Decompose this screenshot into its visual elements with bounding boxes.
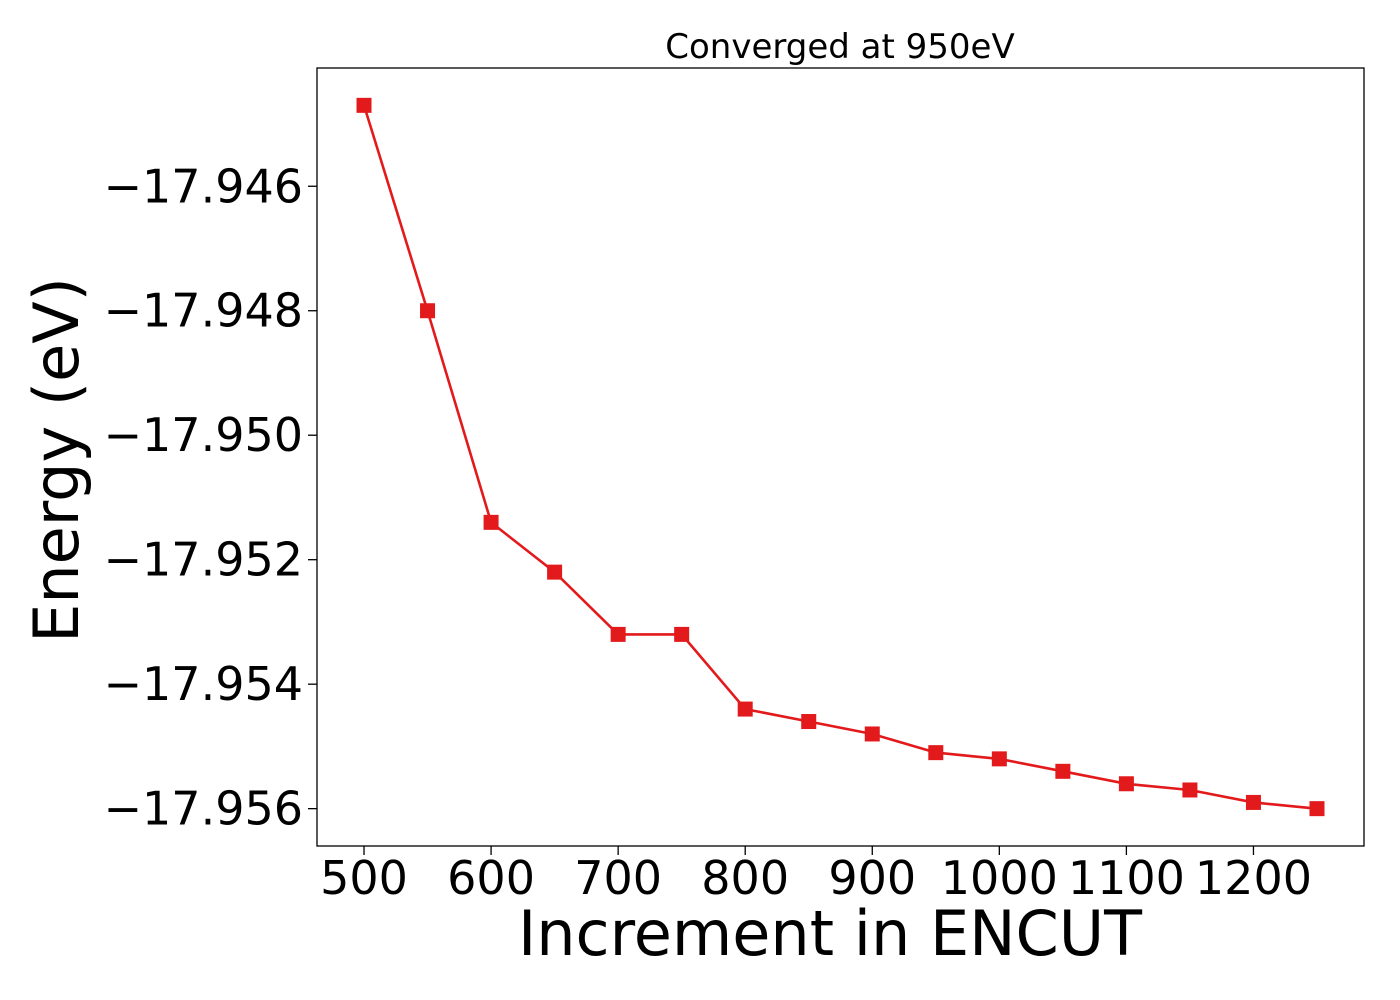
data-point-marker <box>801 714 817 730</box>
data-point-marker <box>356 97 372 113</box>
y-tick-label: −17.950 <box>104 408 304 462</box>
x-tick-label: 600 <box>447 851 535 905</box>
y-axis-ticks: −17.946 −17.948 −17.950 −17.952 −17.954 −17.9… <box>104 159 317 836</box>
y-tick-label: −17.952 <box>104 533 304 587</box>
x-axis-label: Increment in ENCUT <box>518 897 1143 970</box>
data-point-marker <box>1118 776 1134 792</box>
chart-title: Converged at 950eV <box>665 27 1014 67</box>
y-tick-label: −17.948 <box>104 284 304 338</box>
x-tick-label: 1200 <box>1195 851 1312 905</box>
y-tick-label: −17.954 <box>104 657 304 711</box>
series-line <box>362 104 1318 810</box>
data-point-marker <box>674 626 690 642</box>
data-point-marker <box>483 514 499 530</box>
x-tick-label: 700 <box>574 851 662 905</box>
data-point-marker <box>928 745 944 761</box>
plot-content <box>356 97 1325 817</box>
data-point-marker <box>1182 782 1198 798</box>
data-point-marker <box>547 564 563 580</box>
y-axis-label: Energy (eV) <box>20 277 93 643</box>
x-tick-label: 800 <box>701 851 789 905</box>
plot-frame <box>316 67 1365 847</box>
data-point-marker <box>737 701 753 717</box>
data-point-marker <box>1055 763 1071 779</box>
x-tick-label: 1100 <box>1068 851 1185 905</box>
data-point-marker <box>1245 794 1261 810</box>
x-tick-label: 500 <box>320 851 408 905</box>
data-point-marker <box>610 626 626 642</box>
x-axis-ticks: 500 600 700 800 900 1000 1100 1200 <box>320 846 1312 905</box>
data-point-marker <box>864 726 880 742</box>
data-point-marker <box>420 303 436 319</box>
x-tick-label: 1000 <box>941 851 1058 905</box>
data-point-marker <box>1309 801 1325 817</box>
y-tick-label: −17.946 <box>104 159 304 213</box>
x-tick-label: 900 <box>828 851 916 905</box>
y-tick-label: −17.956 <box>104 782 304 836</box>
data-point-marker <box>991 751 1007 767</box>
